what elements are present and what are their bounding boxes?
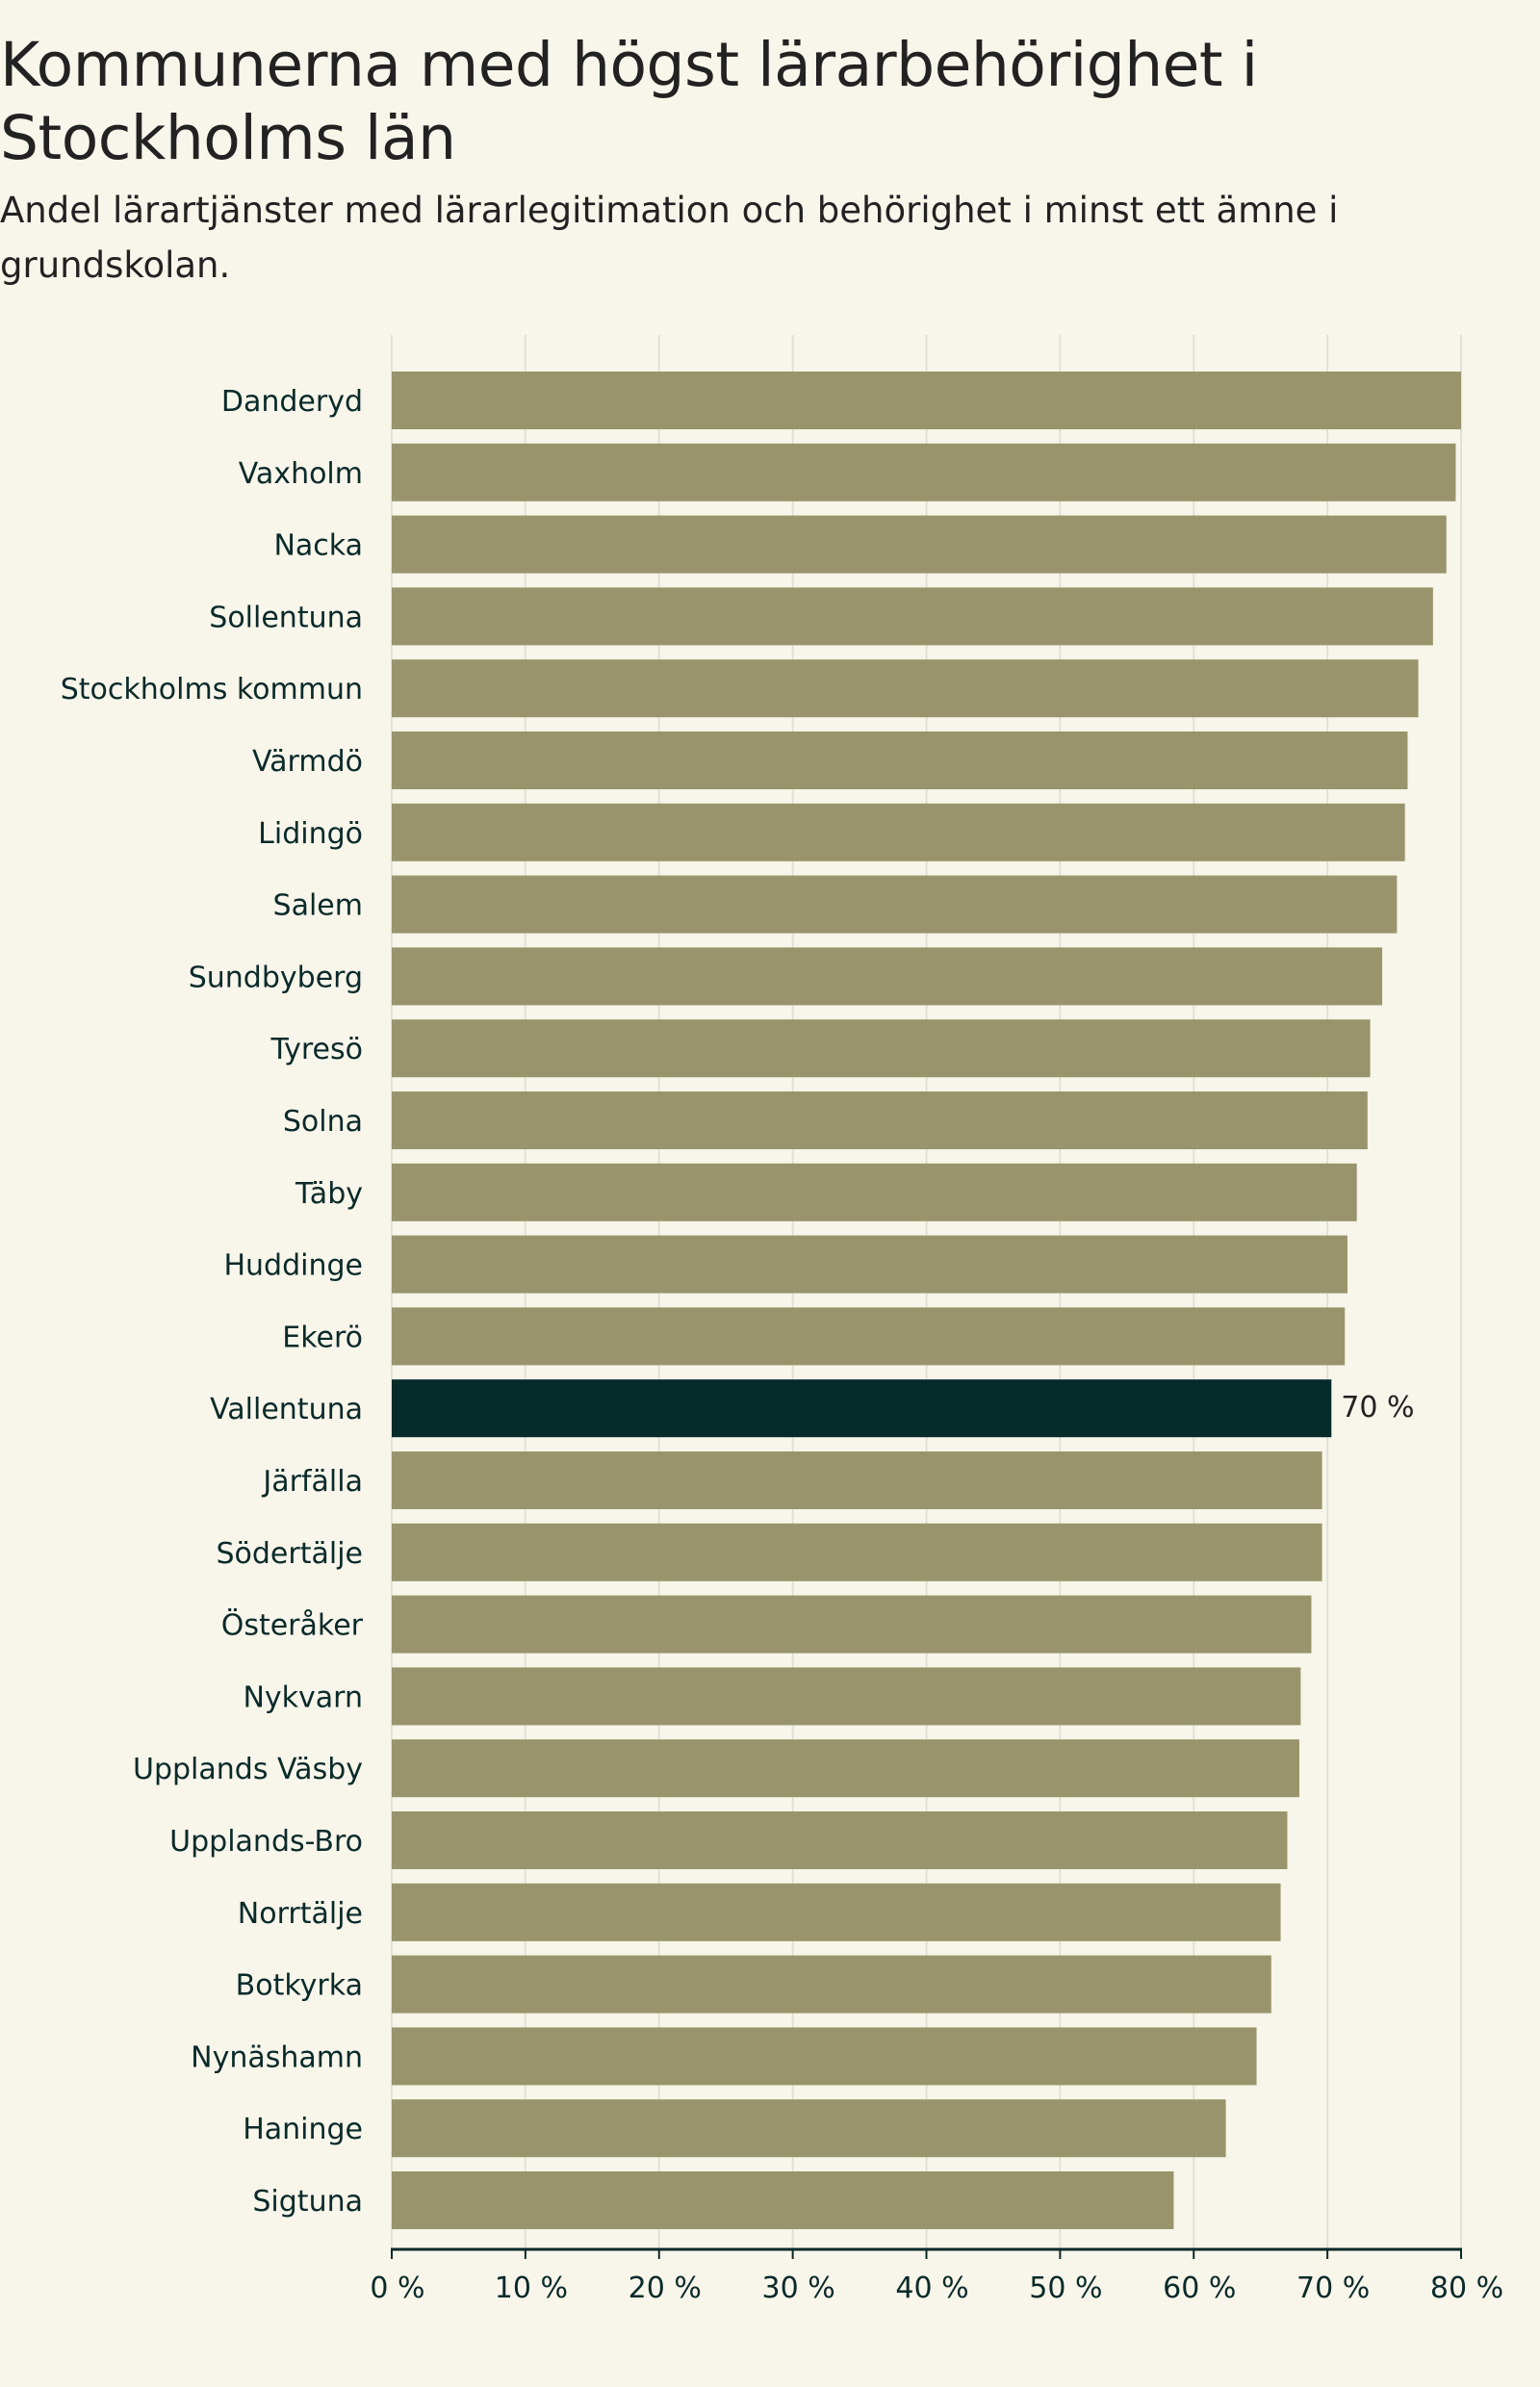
category-label: Nacka [273,529,363,563]
category-label: Solna [283,1105,363,1139]
category-label: Upplands Väsby [133,1753,363,1786]
category-label: Österåker [221,1608,364,1643]
x-tick-label: 10 % [495,2272,568,2305]
x-axis: 0 % 10 % 20 % 30 % 40 % 50 % 60 % 70 % 80 % [370,2247,1503,2305]
x-tick-label: 30 % [762,2272,835,2305]
category-label: Botkyrka [236,1969,363,2003]
x-tick-label: 80 % [1430,2272,1503,2305]
bar [392,587,1433,646]
x-tick-label: 50 % [1029,2272,1102,2305]
category-label: Norrtälje [238,1897,363,1931]
category-label: Täby [295,1177,363,1211]
x-tick-label: 40 % [895,2272,968,2305]
bar [392,1091,1368,1149]
bar-chart: Danderyd Vaxholm Nacka Sollentuna Stockholms… [61,335,1503,2305]
category-label: Nynäshamn [191,2040,363,2074]
bars [392,372,1461,2229]
bar [392,2099,1226,2158]
category-label: Haninge [243,2113,363,2146]
bar [392,803,1405,861]
bar [392,1163,1357,1221]
bar [392,947,1383,1006]
category-label: Järfälla [261,1465,363,1499]
category-label: Lidingö [258,817,363,851]
category-label: Salem [273,889,363,923]
bar-highlight [392,1379,1332,1438]
bar [392,1739,1299,1798]
category-labels: Danderyd Vaxholm Nacka Sollentuna Stockholms… [61,385,1415,2219]
chart-title: Kommunerna med högst lärarbehörighet i S… [0,30,1258,173]
chart-subtitle: Andel lärartjänster med lärarlegitimatio… [0,190,1339,286]
category-label: Värmdö [252,745,363,779]
category-label: Sigtuna [252,2185,363,2219]
category-label: Upplands-Bro [169,1825,363,1859]
category-label: Nykvarn [243,1681,363,1714]
category-label: Ekerö [282,1321,363,1354]
category-label: Tyresö [270,1033,363,1066]
bar [392,732,1408,789]
bar [392,875,1398,934]
x-tick-label: 0 % [370,2272,424,2305]
bar [392,1235,1348,1294]
bar [392,1019,1371,1078]
x-tick-label: 70 % [1296,2272,1370,2305]
bar [392,1883,1281,1941]
category-label: Sollentuna [209,601,363,634]
bar [392,1811,1288,1869]
category-label: Södertälje [216,1537,363,1571]
x-tick-label: 60 % [1163,2272,1236,2305]
x-tick-label: 20 % [629,2272,702,2305]
bar [392,1595,1312,1654]
highlight-value-label: 70 % [1341,1391,1414,1424]
bar [392,372,1461,429]
bar [392,2027,1257,2086]
bar [392,1451,1322,1509]
bar [392,515,1447,574]
bar [392,1667,1301,1726]
bar [392,1955,1271,2014]
bar [392,1523,1322,1581]
category-label: Stockholms kommun [61,673,363,706]
bar [392,443,1456,501]
category-label: Danderyd [221,385,363,419]
category-label: Huddinge [223,1249,363,1283]
category-label: Vallentuna [210,1393,363,1426]
bar [392,659,1419,718]
category-label: Sundbyberg [189,961,363,994]
bar [392,2171,1174,2229]
category-label: Vaxholm [239,457,363,491]
bar [392,1307,1346,1366]
